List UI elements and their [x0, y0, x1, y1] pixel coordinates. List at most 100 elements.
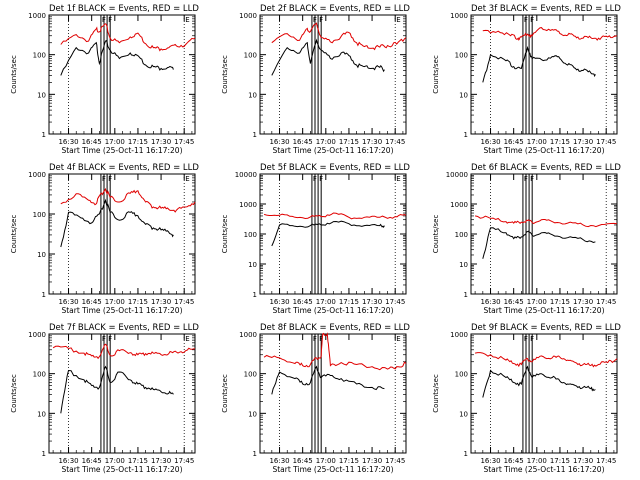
y-tick-label: 1000 — [28, 12, 46, 20]
y-axis-label: Counts/sec — [221, 374, 229, 413]
y-axis-label: Counts/sec — [221, 215, 229, 254]
panel-det-7: Det 7f BLACK = Events, RED = LLD 1 10 100 10… — [10, 323, 199, 474]
marker-label: E — [185, 16, 189, 24]
series-line-events — [271, 220, 385, 247]
panel-title: Det 8f BLACK = Events, RED = LLD — [260, 323, 410, 333]
y-tick-label: 10000 — [235, 171, 257, 179]
x-tick-label: 16:30 — [58, 138, 78, 146]
y-tick-label: 100 — [244, 231, 257, 239]
panel-det-2: Det 2f BLACK = Events, RED = LLD 1 10 100 10… — [221, 4, 410, 155]
panel-det-9: Det 9f BLACK = Events, RED = LLD 1 10 100 10… — [432, 323, 621, 474]
y-tick-label: 100 — [455, 52, 468, 60]
y-tick-label: 10 — [248, 410, 257, 418]
y-tick-label: 1 — [253, 131, 257, 139]
series-line-events — [60, 39, 174, 76]
x-tick-label: 17:45 — [174, 457, 194, 465]
x-tick-label: 16:45 — [504, 138, 524, 146]
plot-frame — [470, 14, 618, 135]
x-axis-label: Start Time (25-Oct-11 16:17:20) — [272, 465, 393, 474]
marker-label: F — [108, 175, 112, 183]
y-tick-label: 100 — [33, 371, 46, 379]
marker-label: F — [524, 335, 528, 343]
panel-det-3: Det 3f BLACK = Events, RED = LLD 1 10 100 10… — [432, 4, 621, 155]
x-tick-label: 16:30 — [269, 457, 289, 465]
series-line-lld — [474, 215, 618, 228]
y-tick-label: 1000 — [239, 201, 257, 209]
x-tick-label: 16:45 — [293, 457, 313, 465]
y-tick-label: 10 — [37, 91, 46, 99]
panel-title: Det 1f BLACK = Events, RED = LLD — [49, 4, 199, 14]
x-axis-label: Start Time (25-Oct-11 16:17:20) — [61, 465, 182, 474]
marker-label: E — [185, 335, 189, 343]
plot-frame — [48, 173, 196, 295]
y-tick-label: 100 — [455, 371, 468, 379]
y-tick-label: 1 — [253, 450, 257, 458]
y-tick-label: 100 — [33, 211, 46, 219]
y-tick-label: 1000 — [450, 331, 468, 339]
x-tick-label: 17:30 — [573, 298, 593, 306]
series-line-lld — [263, 212, 407, 220]
series-line-lld — [263, 332, 407, 371]
x-tick-label: 17:30 — [151, 457, 171, 465]
x-tick-label: 16:45 — [82, 457, 102, 465]
x-tick-label: 17:45 — [596, 457, 616, 465]
plot-frame — [470, 173, 618, 295]
x-tick-label: 17:15 — [550, 138, 570, 146]
marker-label: F — [319, 335, 323, 343]
y-tick-label: 100 — [244, 371, 257, 379]
x-tick-label: 17:45 — [596, 138, 616, 146]
x-tick-label: 17:45 — [385, 457, 405, 465]
plot-frame — [470, 333, 618, 454]
x-tick-label: 16:30 — [269, 298, 289, 306]
series-line-lld — [60, 23, 196, 52]
plot-frame — [259, 173, 407, 295]
y-tick-label: 1000 — [239, 12, 257, 20]
marker-label: F — [524, 175, 528, 183]
y-tick-label: 10 — [248, 261, 257, 269]
panel-title: Det 2f BLACK = Events, RED = LLD — [260, 4, 410, 14]
y-axis-label: Counts/sec — [432, 215, 440, 254]
series-line-events — [60, 198, 174, 248]
marker-label: F — [530, 175, 534, 183]
series-line-lld — [271, 22, 407, 51]
x-tick-label: 16:45 — [293, 298, 313, 306]
marker-label: E — [185, 175, 189, 183]
y-tick-label: 1000 — [450, 12, 468, 20]
panel-title: Det 7f BLACK = Events, RED = LLD — [49, 323, 199, 333]
marker-label: F — [319, 16, 323, 24]
marker-label: F — [524, 16, 528, 24]
x-tick-label: 17:30 — [151, 138, 171, 146]
marker-label: E — [607, 335, 611, 343]
plot-frame — [259, 333, 407, 454]
x-tick-label: 17:00 — [316, 138, 336, 146]
marker-label: F — [102, 16, 106, 24]
x-tick-label: 17:30 — [362, 298, 382, 306]
panel-title: Det 9f BLACK = Events, RED = LLD — [471, 323, 621, 333]
series-line-events — [271, 365, 385, 395]
x-tick-label: 17:45 — [174, 298, 194, 306]
series-line-lld — [475, 352, 618, 368]
x-tick-label: 17:15 — [128, 457, 148, 465]
x-tick-label: 16:45 — [504, 298, 524, 306]
panel-title: Det 4f BLACK = Events, RED = LLD — [49, 163, 199, 173]
marker-label: F — [108, 335, 112, 343]
x-tick-label: 17:45 — [385, 298, 405, 306]
x-tick-label: 17:00 — [316, 298, 336, 306]
y-tick-label: 1 — [42, 450, 46, 458]
panel-det-1: Det 1f BLACK = Events, RED = LLD 1 10 100 10… — [10, 4, 199, 155]
marker-label: E — [396, 335, 400, 343]
series-line-events — [60, 365, 174, 414]
marker-label: E — [607, 175, 611, 183]
panel-det-6: Det 6f BLACK = Events, RED = LLD 1 10 100 10… — [432, 163, 621, 315]
series-line-events — [482, 227, 596, 259]
x-tick-label: 16:45 — [504, 457, 524, 465]
marker-label: F — [313, 16, 317, 24]
x-axis-label: Start Time (25-Oct-11 16:17:20) — [272, 146, 393, 155]
x-tick-label: 16:45 — [82, 298, 102, 306]
y-tick-label: 1000 — [450, 201, 468, 209]
series-line-events — [482, 45, 596, 83]
series-line-events — [482, 365, 596, 398]
x-tick-label: 17:15 — [128, 138, 148, 146]
x-tick-label: 17:30 — [573, 138, 593, 146]
x-axis-label: Start Time (25-Oct-11 16:17:20) — [483, 465, 604, 474]
